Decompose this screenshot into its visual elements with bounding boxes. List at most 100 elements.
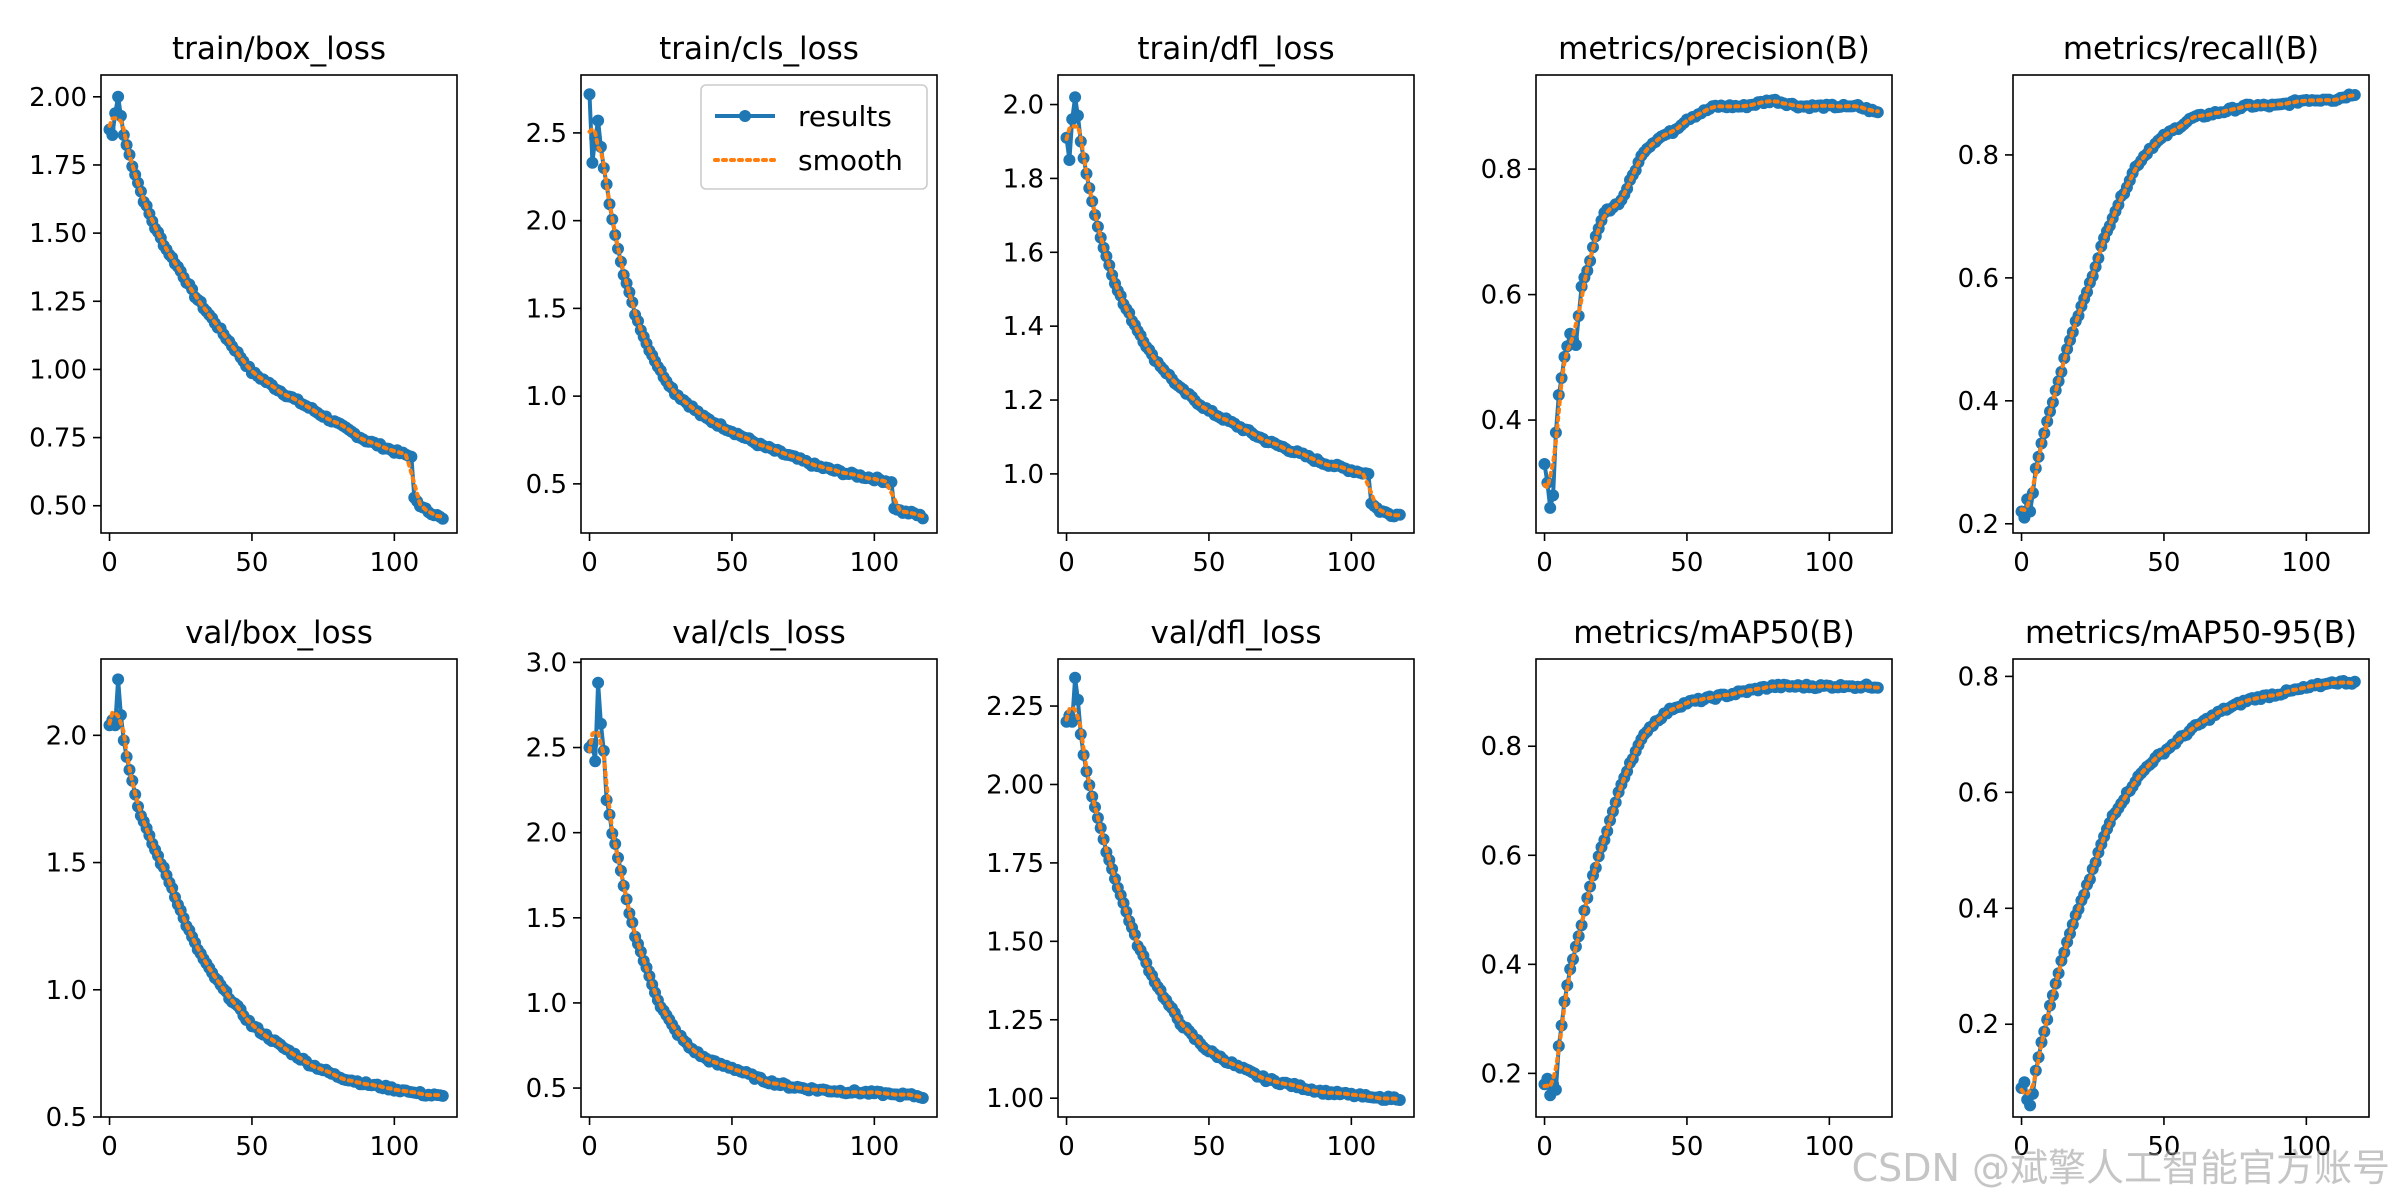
axes-frame [1535, 658, 1893, 1118]
y-tick-label: 0.6 [1481, 841, 1522, 871]
subplot-title: val/box_loss [185, 615, 373, 651]
subplot-title: train/dfl_loss [1137, 31, 1334, 67]
x-tick-label: 50 [2147, 548, 2180, 578]
x-tick-label: 0 [101, 1132, 118, 1162]
y-tick-label: 2.00 [986, 770, 1044, 800]
subplot-title: train/box_loss [172, 31, 386, 67]
axes-frame [1535, 74, 1893, 534]
x-tick-label: 100 [850, 1132, 900, 1162]
results-point [1538, 458, 1551, 470]
y-tick-label: 0.8 [1481, 732, 1522, 762]
results-point [1069, 91, 1082, 104]
x-tick-label: 100 [370, 1132, 420, 1162]
subplot-train-box-loss: train/box_loss 0 50 100 0.50 0.75 1.00 1.25 1.50… [29, 31, 458, 578]
results-point [126, 774, 139, 787]
y-tick-label: 1.6 [1003, 238, 1044, 268]
y-tick-label: 1.50 [29, 219, 87, 249]
x-tick-label: 100 [1327, 548, 1377, 578]
x-tick-label: 100 [2282, 1132, 2332, 1162]
x-tick-label: 0 [1536, 1132, 1553, 1162]
y-tick-label: 2.00 [29, 83, 87, 113]
axes-frame [2012, 658, 2370, 1118]
results-point [1066, 715, 1079, 728]
subplot-metrics-map50-95-b: metrics/mAP50-95(B) 0 50 100 0.2 0.4 0.6 0.8 [1958, 615, 2370, 1162]
subplot-title: metrics/mAP50(B) [1573, 615, 1854, 651]
subplot-val-cls-loss: val/cls_loss 0 50 100 0.5 1.0 1.5 2.0 2.5 3.0 [526, 615, 938, 1162]
results-point [2018, 1076, 2031, 1089]
x-tick-label: 0 [1058, 548, 1075, 578]
axes-frame [580, 74, 938, 534]
results-point [112, 90, 125, 103]
results-line [2019, 92, 2356, 520]
x-tick-label: 100 [850, 548, 900, 578]
results-point [2024, 1099, 2037, 1112]
results-line [1542, 97, 1879, 510]
legend-box [700, 84, 928, 190]
x-tick-label: 100 [1327, 1132, 1377, 1162]
y-tick-label: 1.25 [29, 287, 87, 317]
x-tick-label: 50 [1670, 548, 1703, 578]
legend-results-label: results [798, 100, 892, 133]
y-tick-label: 1.00 [29, 355, 87, 385]
y-tick-label: 2.25 [986, 692, 1044, 722]
y-tick-label: 0.8 [1958, 141, 1999, 171]
y-tick-label: 0.5 [526, 470, 567, 500]
subplot-metrics-map50-b: metrics/mAP50(B) 0 50 100 0.2 0.4 0.6 0.8 [1481, 615, 1893, 1162]
y-tick-label: 0.50 [29, 492, 87, 522]
x-tick-label: 50 [1670, 1132, 1703, 1162]
x-tick-label: 0 [581, 548, 598, 578]
y-tick-label: 1.50 [986, 927, 1044, 957]
y-tick-label: 0.2 [1958, 1010, 1999, 1040]
subplot-title: metrics/recall(B) [2063, 31, 2319, 67]
results-point [592, 114, 605, 127]
y-tick-label: 0.2 [1958, 510, 1999, 540]
y-tick-label: 2.0 [1003, 91, 1044, 121]
x-tick-label: 100 [2282, 548, 2332, 578]
x-tick-label: 0 [1058, 1132, 1075, 1162]
results-point [600, 178, 613, 191]
y-tick-label: 2.5 [526, 119, 567, 149]
y-tick-label: 0.2 [1481, 1059, 1522, 1089]
subplot-title: metrics/precision(B) [1558, 31, 1870, 67]
results-point [597, 162, 610, 174]
results-point [1071, 109, 1084, 122]
y-tick-label: 0.4 [1481, 950, 1522, 980]
y-tick-label: 2.0 [526, 819, 567, 849]
watermark-text: CSDN @斌擎人工智能官方账号 [1851, 1146, 2390, 1190]
results-point [106, 129, 119, 141]
y-tick-label: 0.5 [526, 1074, 567, 1104]
x-tick-label: 100 [370, 548, 420, 578]
results-point [1393, 1094, 1406, 1106]
results-point [586, 156, 599, 169]
x-tick-label: 50 [715, 1132, 748, 1162]
y-tick-label: 0.75 [29, 424, 87, 454]
smooth-line [2019, 93, 2357, 513]
y-tick-label: 0.5 [46, 1103, 87, 1133]
results-point [583, 88, 596, 101]
results-point [2041, 1013, 2054, 1026]
results-point [2348, 89, 2361, 101]
x-tick-label: 0 [1536, 548, 1553, 578]
x-tick-label: 0 [581, 1132, 598, 1162]
y-tick-label: 1.8 [1003, 164, 1044, 194]
results-line [2019, 679, 2356, 1108]
y-tick-label: 1.25 [986, 1006, 1044, 1036]
y-tick-label: 0.6 [1958, 264, 1999, 294]
results-point [114, 109, 127, 122]
axes-frame [2012, 74, 2370, 534]
smooth-line [1542, 683, 1880, 1089]
x-tick-label: 50 [1192, 1132, 1225, 1162]
x-tick-label: 50 [2147, 1132, 2180, 1162]
results-point [109, 719, 122, 732]
y-tick-label: 2.0 [46, 721, 87, 751]
x-tick-label: 100 [1805, 1132, 1855, 1162]
legend: results smooth [700, 84, 928, 190]
results-point [405, 450, 418, 463]
results-point [1071, 693, 1084, 706]
y-tick-label: 1.0 [1003, 460, 1044, 490]
y-tick-label: 1.0 [46, 976, 87, 1006]
subplot-train-dfl-loss: train/dfl_loss 0 50 100 1.0 1.2 1.4 1.6 1.8 2.0 [1003, 31, 1415, 578]
smooth-line [587, 126, 925, 519]
y-tick-label: 1.5 [526, 904, 567, 934]
